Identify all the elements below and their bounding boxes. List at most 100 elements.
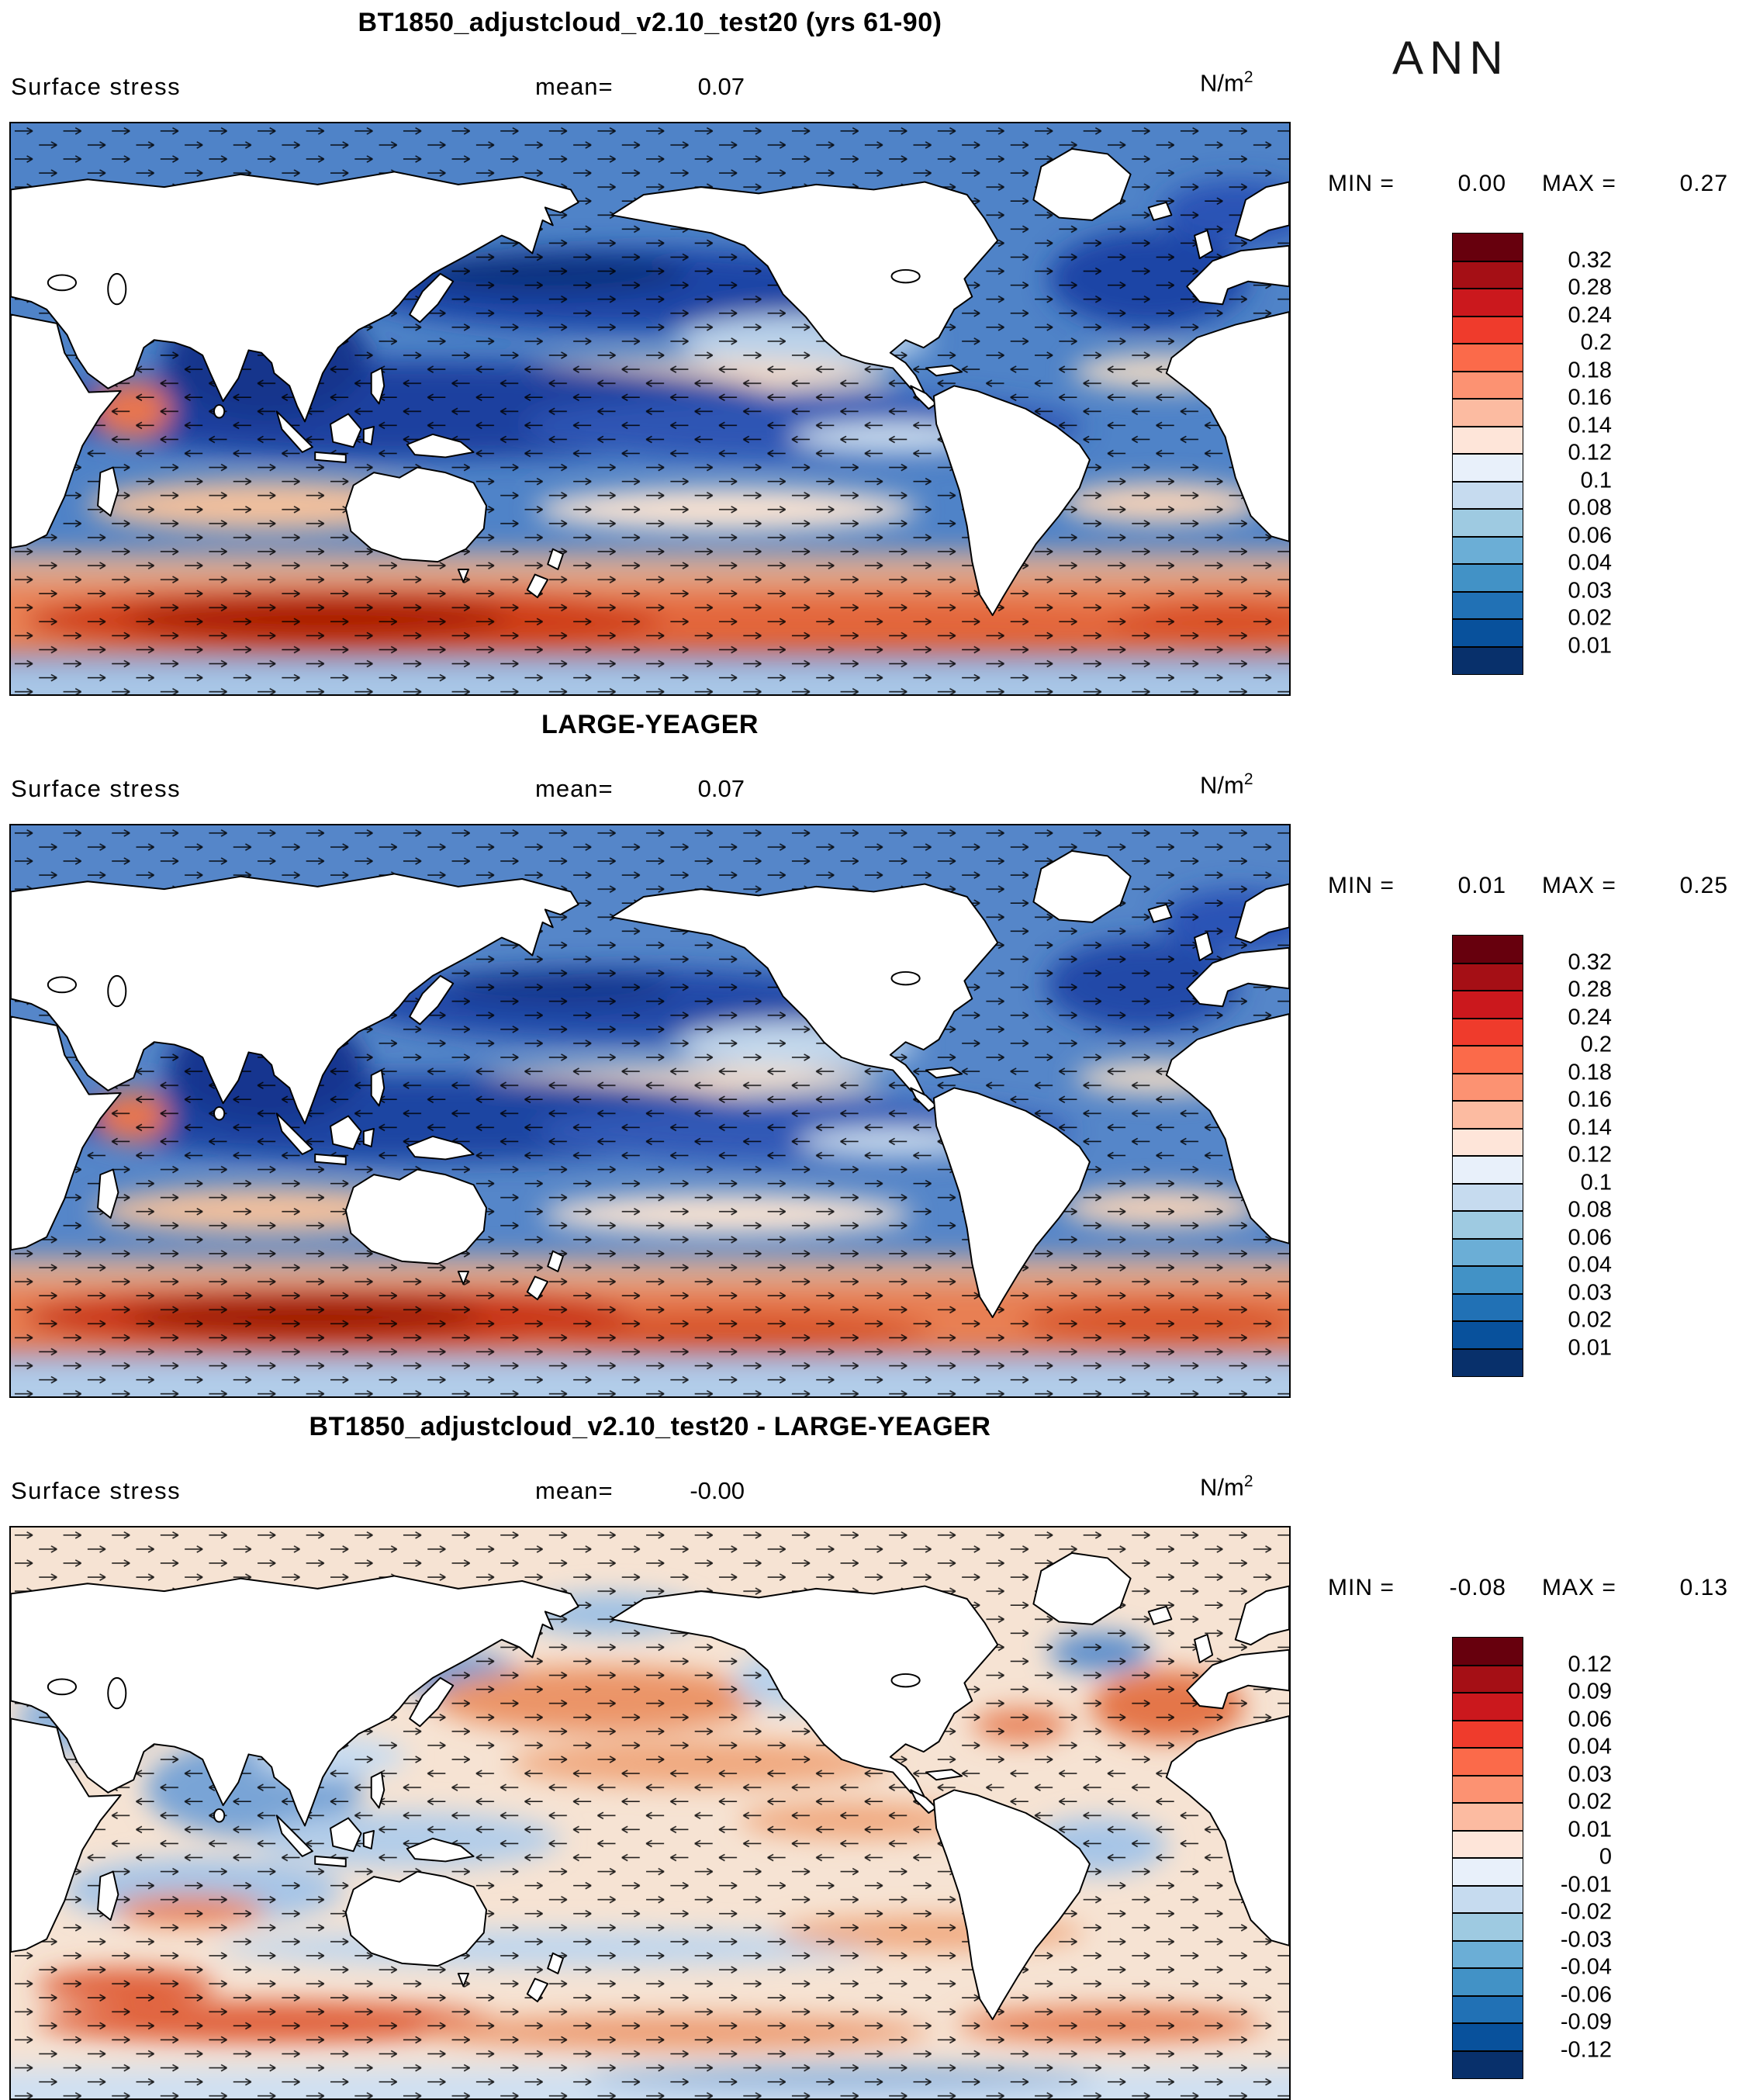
colorbar-cell xyxy=(1452,1072,1523,1102)
colorbar-cell xyxy=(1452,370,1523,400)
min-value: 0.00 xyxy=(1457,171,1506,196)
colorbar-tick-label: 0.04 xyxy=(1568,1252,1612,1278)
colorbar-tick-label: 0.2 xyxy=(1580,330,1612,355)
colorbar-tick-label: 0.18 xyxy=(1568,358,1612,382)
colorbar-tick-label: 0.2 xyxy=(1580,1032,1612,1057)
mean-label: mean= xyxy=(535,775,614,802)
colorbar-tick-label: 0.03 xyxy=(1568,1762,1612,1787)
colorbar-labels: 0.32 0.28 0.24 0.2 0.18 0.16 0.14 0.12 0.1 0.08 0.… xyxy=(1531,233,1612,673)
colorbar-tick-label: 0.32 xyxy=(1568,950,1612,974)
colorbar-cell xyxy=(1452,990,1523,1019)
colorbar-cell xyxy=(1452,1857,1523,1887)
colorbar-cell xyxy=(1452,1884,1523,1914)
mean-label: mean= xyxy=(535,1477,614,1504)
units-label: N/m2 xyxy=(1200,68,1253,97)
colorbar-cell xyxy=(1452,1210,1523,1240)
colorbar-tick-label: 0.12 xyxy=(1568,440,1612,465)
max-value: 0.27 xyxy=(1679,171,1728,196)
colorbar-cell xyxy=(1452,508,1523,538)
colorbar-cell xyxy=(1452,535,1523,565)
colorbar-tick-label: 0.24 xyxy=(1568,1005,1612,1029)
colorbar-cell xyxy=(1452,590,1523,620)
field-label: Surface stress xyxy=(11,73,182,100)
colorbar-tick-label: 0.32 xyxy=(1568,247,1612,272)
colorbar-tick-label: 0.1 xyxy=(1580,468,1612,493)
colorbar-tick-label: 0.03 xyxy=(1568,1280,1612,1305)
colorbar-cell xyxy=(1452,1292,1523,1322)
colorbar-cell xyxy=(1452,398,1523,427)
colorbar-cell xyxy=(1452,1829,1523,1859)
max-value: 0.13 xyxy=(1679,1575,1728,1600)
colorbar-cell xyxy=(1452,1348,1523,1377)
colorbar-tick-label: -0.04 xyxy=(1560,1954,1612,1980)
mean-label: mean= xyxy=(535,73,614,100)
colorbar-cell xyxy=(1452,1182,1523,1212)
colorbar-cell xyxy=(1452,618,1523,648)
vector-arrows xyxy=(11,825,1289,1396)
min-label: MIN = xyxy=(1328,873,1395,898)
colorbar-tick-label: -0.02 xyxy=(1560,1899,1612,1925)
colorbar-tick-label: 0.14 xyxy=(1568,1115,1612,1140)
panel-title: BT1850_adjustcloud_v2.10_test20 (yrs 61-… xyxy=(358,8,942,37)
max-label: MAX = xyxy=(1542,873,1616,898)
units-label: N/m2 xyxy=(1200,770,1253,799)
colorbar-tick-label: -0.06 xyxy=(1560,1982,1612,2007)
colorbar-cell xyxy=(1452,2050,1523,2079)
colorbar-cell xyxy=(1452,1045,1523,1074)
colorbar-cell xyxy=(1452,315,1523,344)
panel-title: BT1850_adjustcloud_v2.10_test20 - LARGE-… xyxy=(309,1412,991,1441)
colorbar-tick-label: 0.12 xyxy=(1568,1142,1612,1168)
colorbar xyxy=(1452,1637,1523,2079)
colorbar-cell xyxy=(1452,1747,1523,1777)
colorbar-tick-label: 0.01 xyxy=(1568,1817,1612,1842)
colorbar-cell xyxy=(1452,1719,1523,1749)
colorbar-cell xyxy=(1452,1967,1523,1997)
colorbar-tick-label: 0.06 xyxy=(1568,523,1612,548)
colorbar-cell xyxy=(1452,1017,1523,1047)
units-label: N/m2 xyxy=(1200,1472,1253,1501)
colorbar-cell xyxy=(1452,1127,1523,1157)
season-annotation: ANN xyxy=(1392,32,1509,84)
colorbar-cell xyxy=(1452,288,1523,317)
colorbar-cell xyxy=(1452,233,1523,262)
colorbar-cell xyxy=(1452,1939,1523,1969)
panel-model: BT1850_adjustcloud_v2.10_test20 (yrs 61-… xyxy=(0,0,1739,702)
panel-large-yeager: LARGE-YEAGER Surface stress mean= 0.07 N… xyxy=(0,702,1739,1404)
colorbar-tick-label: 0.04 xyxy=(1568,550,1612,576)
colorbar-tick-label: 0.02 xyxy=(1568,1789,1612,1815)
min-value: 0.01 xyxy=(1457,873,1506,898)
panel-difference: BT1850_adjustcloud_v2.10_test20 - LARGE-… xyxy=(0,1404,1739,2100)
colorbar xyxy=(1452,233,1523,675)
colorbar-cell xyxy=(1452,343,1523,372)
field-label: Surface stress xyxy=(11,775,182,802)
colorbar-tick-label: 0.16 xyxy=(1568,385,1612,410)
colorbar-cell xyxy=(1452,935,1523,964)
mean-value: -0.00 xyxy=(690,1477,745,1504)
colorbar-tick-label: 0.01 xyxy=(1568,1335,1612,1360)
colorbar-tick-label: 0.28 xyxy=(1568,275,1612,300)
colorbar-tick-label: 0.28 xyxy=(1568,977,1612,1002)
colorbar-cell xyxy=(1452,1100,1523,1130)
colorbar-cell xyxy=(1452,260,1523,289)
colorbar-tick-label: 0.04 xyxy=(1568,1734,1612,1759)
colorbar-tick-label: -0.03 xyxy=(1560,1927,1612,1952)
colorbar-cell xyxy=(1452,425,1523,455)
colorbar-cell xyxy=(1452,962,1523,991)
colorbar-tick-label: 0.08 xyxy=(1568,495,1612,521)
colorbar-tick-label: 0.16 xyxy=(1568,1087,1612,1112)
colorbar-cell xyxy=(1452,645,1523,675)
colorbar-tick-label: 0.02 xyxy=(1568,1307,1612,1333)
max-label: MAX = xyxy=(1542,171,1616,196)
colorbar-labels: 0.32 0.28 0.24 0.2 0.18 0.16 0.14 0.12 0.1 0.08 0.… xyxy=(1531,935,1612,1375)
colorbar-tick-label: 0.09 xyxy=(1568,1679,1612,1704)
min-label: MIN = xyxy=(1328,171,1395,196)
colorbar-tick-label: 0.02 xyxy=(1568,605,1612,631)
min-label: MIN = xyxy=(1328,1575,1395,1600)
colorbar-cell xyxy=(1452,1637,1523,1666)
colorbar-cell xyxy=(1452,2022,1523,2052)
colorbar-tick-label: 0.08 xyxy=(1568,1197,1612,1223)
colorbar-tick-label: -0.01 xyxy=(1560,1872,1612,1897)
colorbar-tick-label: 0.14 xyxy=(1568,413,1612,438)
colorbar-cell xyxy=(1452,1912,1523,1942)
colorbar-tick-label: -0.09 xyxy=(1560,2009,1612,2035)
